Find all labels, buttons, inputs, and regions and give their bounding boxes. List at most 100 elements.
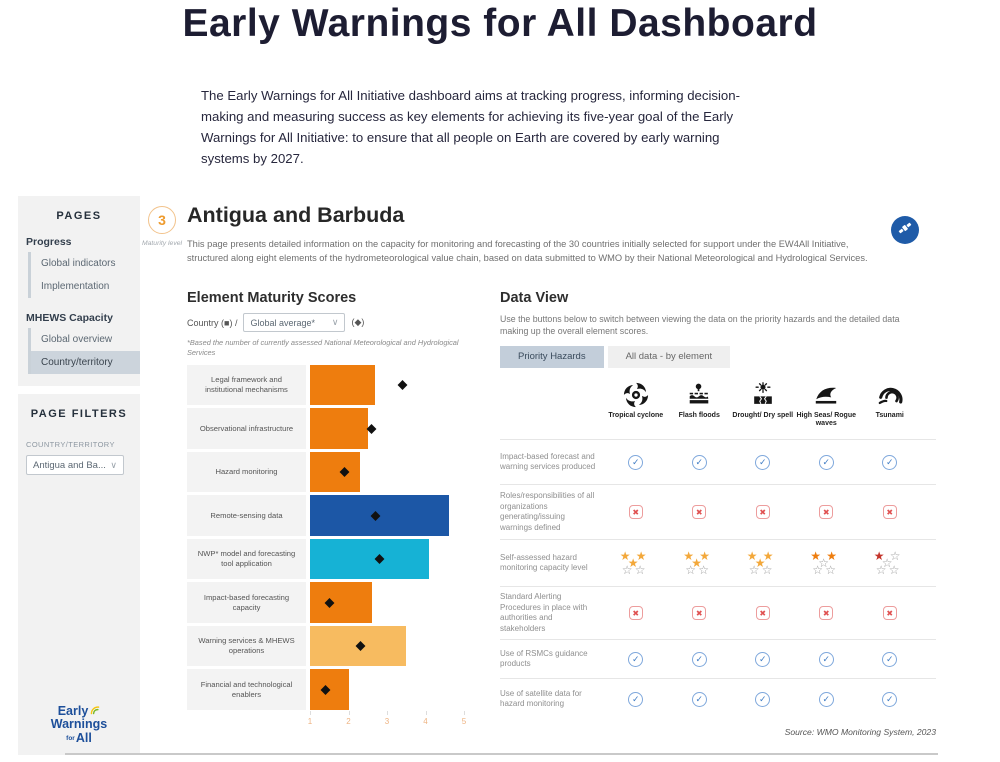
- star-rating: ★ ★ ★ ☆ ☆: [745, 550, 781, 577]
- check-circle-icon: ✓: [628, 651, 644, 667]
- maturity-bar[interactable]: [310, 582, 372, 623]
- sidebar-item-global-indicators[interactable]: Global indicators: [41, 258, 116, 269]
- dataview-row-standard-alerting-procedures-i: Standard Alerting Procedures in place wi…: [500, 586, 936, 639]
- bottom-divider: [65, 753, 938, 755]
- star-empty-icon: ☆: [888, 562, 900, 577]
- star-empty-icon: ☆: [825, 562, 837, 577]
- satellite-info-button[interactable]: [891, 216, 919, 244]
- sidebar-group-progress: Progress: [26, 236, 72, 248]
- hazard-column-high-seas-rogue-waves: High Seas/ Rogue waves: [795, 378, 859, 430]
- sidebar-item-country-territory[interactable]: Country/territory: [31, 351, 140, 374]
- bar-plot-area: [310, 582, 480, 623]
- chart-title: Element Maturity Scores: [187, 290, 357, 306]
- axis-tick-label: 2: [346, 716, 351, 726]
- maturity-bar[interactable]: [310, 408, 368, 449]
- check-circle-icon: ✓: [882, 454, 898, 470]
- sidebar-item-implementation[interactable]: Implementation: [41, 281, 110, 292]
- cross-square-icon: ✖: [628, 606, 643, 621]
- bar-plot-area: [310, 669, 480, 710]
- country-territory-dropdown[interactable]: Antigua and Ba... ∨: [26, 455, 124, 475]
- chevron-down-icon: ∨: [331, 317, 339, 327]
- category-label: Financial and technological enablers: [187, 669, 306, 710]
- cell-check: ✓: [668, 651, 732, 667]
- row-label: Use of satellite data for hazard monitor…: [500, 688, 582, 709]
- cell-check: ✓: [604, 651, 668, 667]
- cell-cross: ✖: [795, 606, 859, 621]
- flash-floods-icon: [668, 378, 732, 408]
- cell-cross: ✖: [604, 505, 668, 520]
- star-empty-icon: ☆: [698, 562, 710, 577]
- cross-square-icon: ✖: [819, 606, 834, 621]
- country-description: This page presents detailed information …: [187, 239, 868, 264]
- axis-tick-label: 3: [384, 716, 390, 726]
- dataview-row-self-assessed-hazard-monitorin: Self-assessed hazard monitoring capacity…: [500, 539, 936, 586]
- star-empty-icon: ☆: [634, 562, 646, 577]
- series-dropdown[interactable]: Global average* ∨: [243, 313, 346, 332]
- cell-stars: ★ ★ ★ ☆ ☆: [731, 550, 795, 577]
- chart-x-axis: 1 2 3 4 5: [307, 710, 480, 731]
- star-empty-icon: ☆: [685, 562, 697, 577]
- cell-check: ✓: [858, 691, 922, 707]
- page-title: Early Warnings for All Dashboard: [182, 2, 818, 45]
- star-empty-icon: ☆: [748, 562, 760, 577]
- maturity-bar[interactable]: [310, 538, 430, 580]
- check-circle-icon: ✓: [628, 691, 644, 707]
- star-filled-icon: ★: [762, 548, 774, 563]
- data-view-title: Data View: [500, 290, 569, 306]
- sidebar-item-global-overview[interactable]: Global overview: [41, 334, 113, 345]
- star-filled-icon: ★: [826, 548, 838, 563]
- cell-check: ✓: [731, 454, 795, 470]
- cell-check: ✓: [795, 691, 859, 707]
- check-circle-icon: ✓: [818, 691, 834, 707]
- maturity-bar[interactable]: [310, 364, 376, 406]
- maturity-level-badge: 3: [148, 206, 176, 234]
- cross-square-icon: ✖: [882, 606, 897, 621]
- country-territory-dropdown-value: Antigua and Ba...: [33, 459, 106, 471]
- star-filled-icon: ★: [810, 548, 822, 563]
- dataview-row-use-of-rsmcs-guidance-products: Use of RSMCs guidance products ✓ ✓ ✓ ✓ ✓: [500, 639, 936, 678]
- maturity-bar-row: Impact-based forecasting capacity: [187, 582, 483, 623]
- star-empty-icon: ☆: [812, 562, 824, 577]
- axis-tick-label: 1: [307, 716, 313, 726]
- axis-tick-mark: [387, 710, 388, 715]
- check-circle-icon: ✓: [755, 651, 771, 667]
- maturity-bar-row: Legal framework and institutional mechan…: [187, 364, 483, 406]
- dataview-row-impact-based-forecast-and-warn: Impact-based forecast and warning servic…: [500, 439, 936, 484]
- cell-check: ✓: [731, 691, 795, 707]
- button-all-data-by-element[interactable]: All data - by element: [607, 345, 731, 368]
- cross-square-icon: ✖: [692, 606, 707, 621]
- star-rating: ★ ☆ ☆ ☆ ☆: [872, 550, 908, 577]
- country-territory-filter-label: COUNTRY/TERRITORY: [26, 440, 115, 449]
- hazard-column-flash-floods: Flash floods: [668, 378, 732, 430]
- bar-plot-area: [310, 451, 480, 493]
- maturity-bar-row: Hazard monitoring: [187, 451, 483, 493]
- cell-check: ✓: [731, 651, 795, 667]
- sidebar-filters-panel: PAGE FILTERS COUNTRY/TERRITORY Antigua a…: [18, 394, 140, 755]
- cell-cross: ✖: [668, 606, 732, 621]
- tsunami-icon: [858, 378, 922, 408]
- check-circle-icon: ✓: [882, 691, 898, 707]
- country-title: Antigua and Barbuda: [187, 203, 405, 227]
- sidebar-pages-panel: PAGES Progress Global indicators Implement…: [18, 196, 140, 386]
- hazard-name: Flash floods: [678, 411, 720, 419]
- drought-dry-spell-icon: [731, 378, 795, 408]
- check-circle-icon: ✓: [755, 691, 771, 707]
- maturity-bar[interactable]: [310, 451, 361, 493]
- cell-cross: ✖: [668, 505, 732, 520]
- button-priority-hazards[interactable]: Priority Hazards: [500, 345, 604, 368]
- star-empty-icon: ☆: [818, 555, 830, 570]
- hazard-name: Drought/ Dry spell: [732, 411, 794, 419]
- star-filled-icon: ★: [627, 555, 639, 570]
- star-filled-icon: ★: [683, 548, 695, 563]
- cell-check: ✓: [795, 651, 859, 667]
- star-filled-icon: ★: [635, 548, 647, 563]
- high-seas-rogue-waves-icon: [795, 378, 859, 408]
- logo-swirl-icon: [88, 704, 100, 718]
- chart-footnote: *Based the number of currently assessed …: [187, 338, 459, 357]
- dataview-row-roles-responsibilities-of-all-: Roles/responsibilities of all organizati…: [500, 484, 936, 539]
- cell-cross: ✖: [858, 606, 922, 621]
- cell-cross: ✖: [604, 606, 668, 621]
- star-rating: ★ ★ ☆ ☆ ☆: [808, 550, 844, 577]
- hazard-data-table: Impact-based forecast and warning servic…: [500, 439, 936, 719]
